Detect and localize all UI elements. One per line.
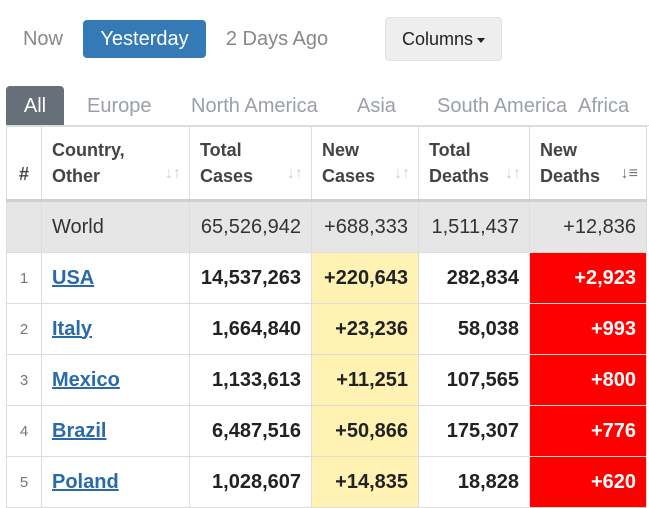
country-cell: USA xyxy=(41,252,190,304)
header-new-deaths[interactable]: New Deaths ↓≡ xyxy=(529,126,647,202)
new-cases-cell: +23,236 xyxy=(311,303,419,355)
new-cases-cell: +50,866 xyxy=(311,405,419,457)
total-deaths-cell: 18,828 xyxy=(418,456,530,508)
country-link-brazil[interactable]: Brazil xyxy=(52,419,107,442)
sort-arrows-icon: ↓↑ xyxy=(165,165,181,182)
tab-north-america[interactable]: North America xyxy=(191,95,318,117)
table-row: 5 Poland 1,028,607 +14,835 18,828 +620 xyxy=(6,456,647,508)
total-deaths-cell: 58,038 xyxy=(418,303,530,355)
new-cases-cell: +220,643 xyxy=(311,252,419,304)
new-cases-cell: +14,835 xyxy=(311,456,419,508)
new-deaths-cell: +620 xyxy=(529,456,647,508)
tab-europe[interactable]: Europe xyxy=(87,95,152,117)
columns-button-label: Columns xyxy=(401,29,474,49)
tab-asia[interactable]: Asia xyxy=(357,95,396,117)
sort-arrows-icon: ↓↑ xyxy=(394,165,410,182)
row-index: 4 xyxy=(6,405,42,457)
row-index: 5 xyxy=(6,456,42,508)
region-tabs: All Europe North America Asia South Amer… xyxy=(0,86,649,126)
country-link-italy[interactable]: Italy xyxy=(52,317,93,340)
country-cell: Mexico xyxy=(41,354,190,406)
world-name: World xyxy=(41,200,190,253)
header-index: # xyxy=(6,126,42,202)
total-cases-cell: 14,537,263 xyxy=(189,252,312,304)
header-new-cases[interactable]: New Cases ↓↑ xyxy=(311,126,419,202)
country-link-poland[interactable]: Poland xyxy=(52,470,119,493)
total-deaths-cell: 175,307 xyxy=(418,405,530,457)
world-new-cases: +688,333 xyxy=(311,200,419,253)
tab-all[interactable]: All xyxy=(6,86,64,126)
caret-down-icon xyxy=(477,37,486,43)
total-deaths-cell: 107,565 xyxy=(418,354,530,406)
now-button[interactable]: Now xyxy=(22,28,63,50)
new-cases-cell: +11,251 xyxy=(311,354,419,406)
new-deaths-cell: +2,923 xyxy=(529,252,647,304)
day-selector: Now Yesterday 2 Days Ago xyxy=(14,20,649,58)
row-index: 2 xyxy=(6,303,42,355)
total-cases-cell: 1,133,613 xyxy=(189,354,312,406)
sort-arrows-icon: ↓↑ xyxy=(505,165,521,182)
table-header-row: # Country, Other ↓↑ Total Cases ↓↑ New Case… xyxy=(6,126,647,202)
total-cases-cell: 1,664,840 xyxy=(189,303,312,355)
table-row: 4 Brazil 6,487,516 +50,866 175,307 +776 xyxy=(6,405,647,457)
country-cell: Poland xyxy=(41,456,190,508)
new-deaths-cell: +800 xyxy=(529,354,647,406)
sort-descending-icon: ↓≡ xyxy=(620,165,638,182)
table-row: 3 Mexico 1,133,613 +11,251 107,565 +800 xyxy=(6,354,647,406)
header-country[interactable]: Country, Other ↓↑ xyxy=(41,126,190,202)
total-cases-cell: 6,487,516 xyxy=(189,405,312,457)
columns-dropdown-button[interactable]: Columns xyxy=(385,17,502,61)
table-row: 1 USA 14,537,263 +220,643 282,834 +2,923 xyxy=(6,252,647,304)
two-days-ago-button[interactable]: 2 Days Ago xyxy=(225,28,329,50)
world-row: World 65,526,942 +688,333 1,511,437 +12,… xyxy=(6,200,647,253)
world-total-deaths: 1,511,437 xyxy=(418,200,530,253)
country-link-mexico[interactable]: Mexico xyxy=(52,368,120,391)
tab-south-america[interactable]: South America xyxy=(437,95,568,117)
tab-africa[interactable]: Africa xyxy=(578,95,630,117)
total-deaths-cell: 282,834 xyxy=(418,252,530,304)
new-deaths-cell: +776 xyxy=(529,405,647,457)
world-total-cases: 65,526,942 xyxy=(189,200,312,253)
table-row: 2 Italy 1,664,840 +23,236 58,038 +993 xyxy=(6,303,647,355)
country-cell: Italy xyxy=(41,303,190,355)
country-cell: Brazil xyxy=(41,405,190,457)
yesterday-button[interactable]: Yesterday xyxy=(83,20,206,58)
world-index xyxy=(6,200,42,253)
new-deaths-cell: +993 xyxy=(529,303,647,355)
tab-divider xyxy=(6,125,649,126)
row-index: 1 xyxy=(6,252,42,304)
covid-table: # Country, Other ↓↑ Total Cases ↓↑ New Case… xyxy=(6,126,647,508)
header-total-cases[interactable]: Total Cases ↓↑ xyxy=(189,126,312,202)
world-new-deaths: +12,836 xyxy=(529,200,647,253)
country-link-usa[interactable]: USA xyxy=(52,266,95,289)
header-total-deaths[interactable]: Total Deaths ↓↑ xyxy=(418,126,530,202)
total-cases-cell: 1,028,607 xyxy=(189,456,312,508)
row-index: 3 xyxy=(6,354,42,406)
sort-arrows-icon: ↓↑ xyxy=(287,165,303,182)
